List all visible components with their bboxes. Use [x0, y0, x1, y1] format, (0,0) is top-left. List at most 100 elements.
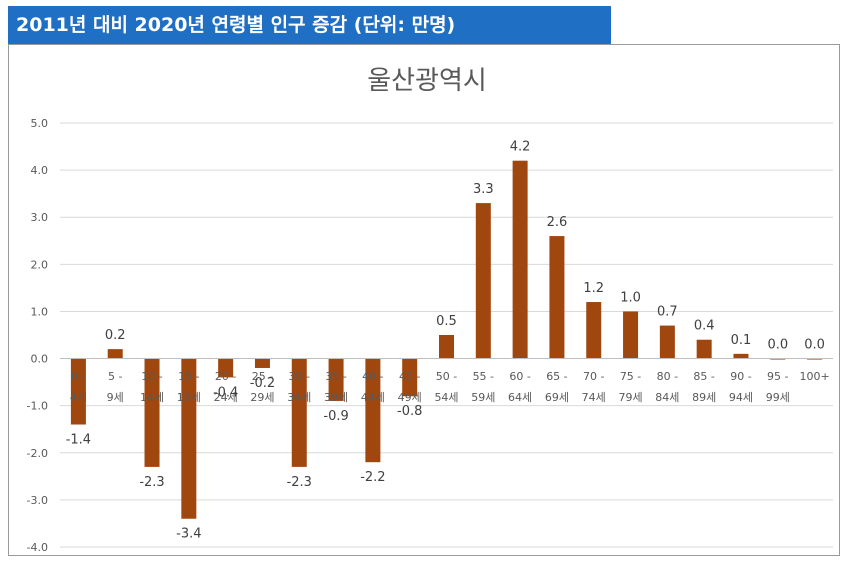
x-tick-label: 44세	[361, 391, 385, 404]
bars	[70, 160, 823, 519]
bar	[365, 358, 381, 463]
x-tick-label: 5 -	[108, 370, 122, 383]
x-tick-label: 0 -	[71, 370, 85, 383]
bar	[181, 358, 197, 519]
x-tick-label: 54세	[434, 391, 458, 404]
bar	[549, 236, 565, 359]
data-label: 0.0	[804, 338, 825, 353]
data-label: -2.2	[360, 470, 385, 485]
x-tick-label: 94세	[729, 391, 753, 404]
y-tick-label: 3.0	[31, 211, 49, 224]
x-tick-label: 29세	[250, 391, 274, 404]
x-tick-label: 20 -	[215, 370, 236, 383]
data-label: 2.6	[547, 215, 568, 230]
x-tick-label: 60 -	[509, 370, 530, 383]
y-tick-label: -1.0	[27, 400, 48, 413]
data-label: -0.8	[397, 404, 422, 419]
y-tick-label: -4.0	[27, 541, 48, 554]
x-tick-label: 34세	[287, 391, 311, 404]
x-tick-label: 70 -	[583, 370, 604, 383]
bar	[439, 335, 454, 359]
x-tick-label: 45 -	[399, 370, 420, 383]
bar	[328, 358, 344, 401]
y-tick-label: -3.0	[27, 494, 48, 507]
chart-frame	[8, 44, 840, 556]
bar	[475, 203, 491, 359]
axis: 5.0 4.0 3.0 2.0 1.0 0.0 -1.0 -2.0 -3.0 -4.0 0 - 4세 5…	[27, 117, 833, 554]
data-label: 0.7	[657, 305, 678, 320]
data-label: 3.3	[473, 182, 494, 197]
data-label: 0.4	[694, 319, 715, 334]
data-label: 1.2	[583, 281, 604, 296]
x-tick-label: 80 -	[657, 370, 678, 383]
bar	[696, 339, 712, 359]
x-tick-label: 40 -	[362, 370, 383, 383]
grid-lines	[60, 122, 833, 548]
data-label: -2.3	[139, 475, 164, 490]
x-tick-label: 25 -	[252, 370, 273, 383]
x-tick-label: 65 -	[546, 370, 567, 383]
y-tick-label: 0.0	[31, 353, 49, 366]
x-tick-label: 14세	[140, 391, 164, 404]
data-label: -0.4	[213, 385, 238, 400]
x-tick-label: 9세	[107, 391, 124, 404]
x-tick-label: 75 -	[620, 370, 641, 383]
x-tick-label: 79세	[618, 391, 642, 404]
x-tick-label: 19세	[177, 391, 201, 404]
x-tick-label: 64세	[508, 391, 532, 404]
x-tick-label: 24세	[214, 391, 238, 404]
data-labels: -1.4 0.2 -2.3 -3.4 -0.4 -0.2 -2.3 -0.9 -2.2 -0.8 0…	[66, 140, 825, 542]
bar	[291, 358, 307, 467]
bar	[402, 358, 418, 397]
x-tick-label: 95 -	[767, 370, 788, 383]
bar	[144, 358, 160, 467]
x-tick-label: 89세	[692, 391, 716, 404]
data-label: -1.4	[66, 433, 91, 448]
x-tick-label: 15 -	[178, 370, 199, 383]
data-label: 0.5	[436, 314, 457, 329]
y-tick-label: 5.0	[31, 117, 49, 130]
x-tick-label: 49세	[398, 391, 422, 404]
y-tick-label: 1.0	[31, 305, 49, 318]
x-tick-label: 39세	[324, 391, 348, 404]
data-label: 0.2	[105, 328, 126, 343]
bar	[586, 302, 602, 359]
y-tick-label: 2.0	[31, 258, 49, 271]
data-label: 0.1	[731, 333, 752, 348]
x-tick-label: 59세	[471, 391, 495, 404]
x-tick-label: 100+	[799, 370, 829, 383]
x-tick-label: 84세	[655, 391, 679, 404]
x-tick-label: 10 -	[141, 370, 162, 383]
data-label: 1.0	[620, 290, 641, 305]
bar	[733, 353, 749, 359]
bar	[659, 325, 675, 359]
y-tick-label: -2.0	[27, 447, 48, 460]
bar	[107, 349, 123, 359]
x-tick-label: 69세	[545, 391, 569, 404]
x-tick-label: 85 -	[693, 370, 714, 383]
bar	[512, 160, 528, 359]
chart-header-title: 2011년 대비 2020년 연령별 인구 증감 (단위: 만명)	[16, 14, 456, 36]
data-label: -0.9	[323, 409, 348, 424]
y-tick-label: 4.0	[31, 164, 49, 177]
data-label: -3.4	[176, 527, 201, 542]
bar	[623, 311, 639, 359]
x-tick-label: 99세	[766, 391, 790, 404]
data-label: 0.0	[767, 338, 788, 353]
bar	[70, 358, 86, 425]
x-tick-label: 30 -	[289, 370, 310, 383]
chart-title: 울산광역시	[367, 66, 487, 96]
x-tick-label: 4세	[70, 391, 87, 404]
data-label: 4.2	[510, 140, 531, 155]
x-tick-label: 55 -	[473, 370, 494, 383]
x-tick-label: 50 -	[436, 370, 457, 383]
x-tick-label: 35 -	[325, 370, 346, 383]
bar	[254, 358, 270, 368]
data-label: -0.2	[250, 376, 275, 391]
chart-header-banner: 2011년 대비 2020년 연령별 인구 증감 (단위: 만명)	[8, 6, 611, 44]
x-tick-label: 74세	[582, 391, 606, 404]
bar	[218, 358, 234, 378]
x-tick-label: 90 -	[730, 370, 751, 383]
data-label: -2.3	[287, 475, 312, 490]
